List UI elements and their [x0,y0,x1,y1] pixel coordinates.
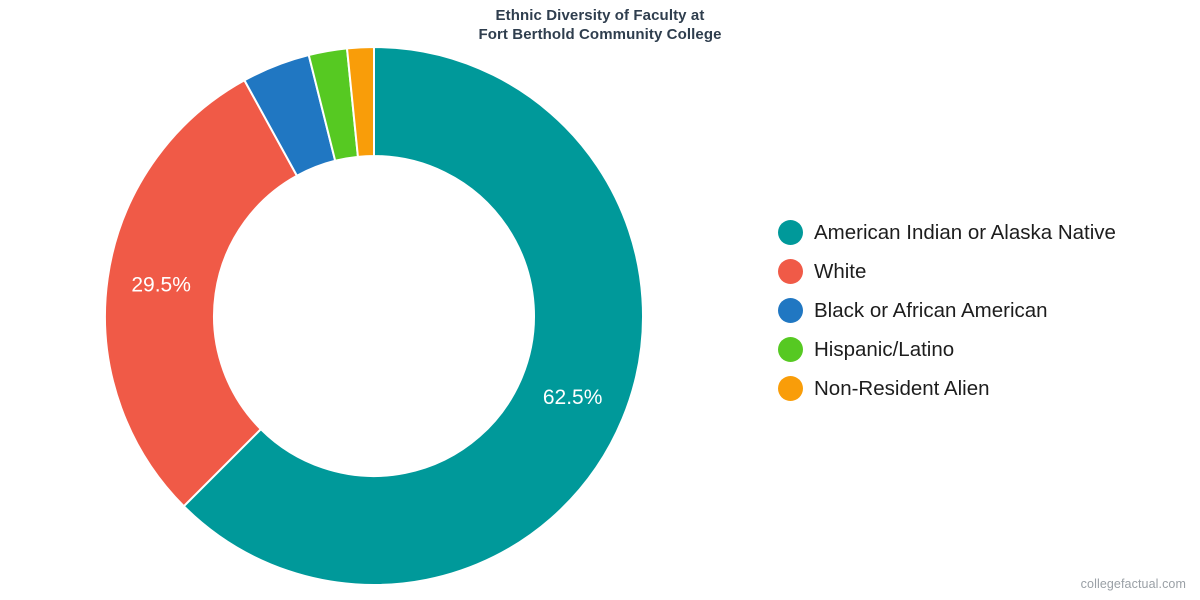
legend-swatch-icon [778,337,803,362]
legend-item[interactable]: American Indian or Alaska Native [778,213,1188,252]
donut-chart-svg: 62.5% 29.5% [104,45,644,586]
chart-legend: American Indian or Alaska Native White Bla… [778,213,1188,408]
donut-slice[interactable] [104,78,299,508]
legend-swatch-icon [778,220,803,245]
donut-slice-labels: 62.5% 29.5% [131,273,602,409]
legend-item[interactable]: White [778,252,1188,291]
legend-item-label: Non-Resident Alien [814,376,990,400]
legend-swatch-icon [778,259,803,284]
donut-slices [104,45,644,586]
legend-item-label: American Indian or Alaska Native [814,220,1116,244]
watermark: collegefactual.com [1080,577,1186,591]
legend-swatch-icon [778,298,803,323]
legend-swatch-icon [778,376,803,401]
legend-item-label: Black or African American [814,298,1048,322]
donut-slice-label: 29.5% [131,273,191,296]
legend-item[interactable]: Black or African American [778,291,1188,330]
legend-item-label: Hispanic/Latino [814,337,955,361]
donut-slice-label: 62.5% [543,386,603,409]
legend-item-label: White [814,259,867,283]
donut-slice[interactable] [345,45,375,158]
page-title: Ethnic Diversity of Faculty at Fort Bert… [0,6,1200,44]
title-line-2: Fort Berthold Community College [478,26,722,43]
title-line-1: Ethnic Diversity of Faculty at [495,7,705,24]
legend-item[interactable]: Non-Resident Alien [778,369,1188,408]
donut-chart: 62.5% 29.5% [104,45,644,586]
legend-item[interactable]: Hispanic/Latino [778,330,1188,369]
donut-slice[interactable] [182,45,644,586]
